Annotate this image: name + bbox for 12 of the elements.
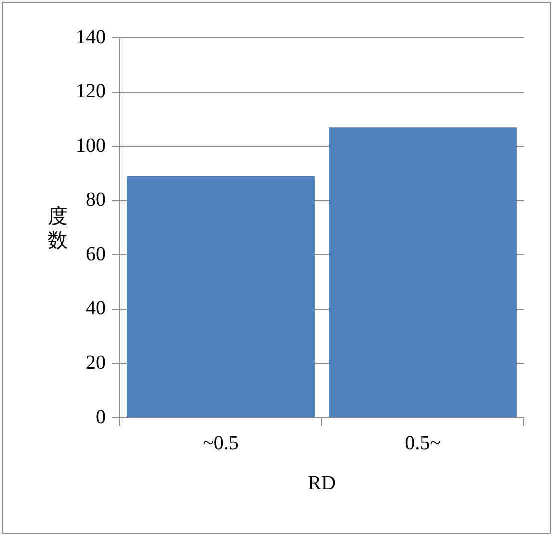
y-tick-label: 20 <box>86 352 106 374</box>
x-axis-title: RD <box>308 472 336 494</box>
y-tick-label: 60 <box>86 243 106 266</box>
x-tick-label: 0.5~ <box>405 432 442 454</box>
y-tick-label: 140 <box>76 26 106 48</box>
x-tick-label: ~0.5 <box>203 432 239 454</box>
y-tick-label: 80 <box>86 189 106 212</box>
y-axis-title: 度数 <box>47 205 69 253</box>
y-tick-label: 100 <box>76 134 106 157</box>
y-tick-label: 0 <box>96 406 106 428</box>
y-tick-label: 120 <box>76 80 106 103</box>
y-tick-label: 40 <box>86 298 106 320</box>
